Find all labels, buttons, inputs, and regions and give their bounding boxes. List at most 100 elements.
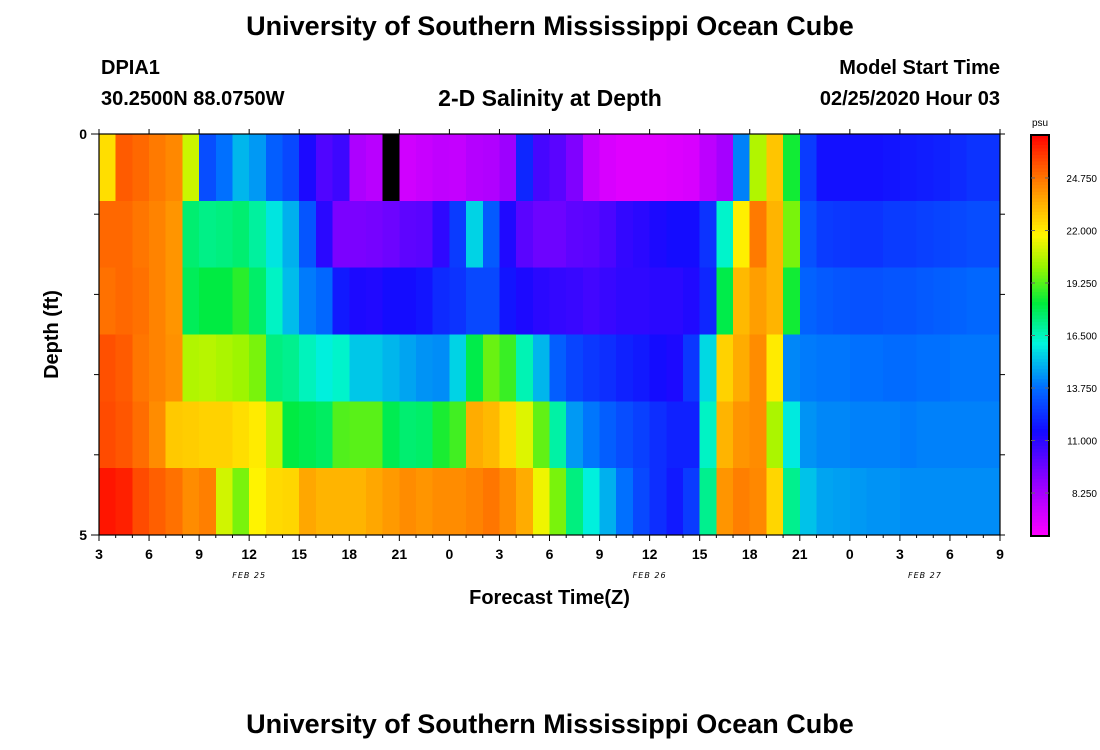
heatmap-cell	[215, 401, 234, 469]
colorbar-segment	[1031, 465, 1049, 470]
heatmap-cell	[449, 401, 467, 469]
heatmap-cell	[666, 401, 684, 469]
heatmap-cell	[682, 334, 701, 402]
colorbar-segment	[1031, 268, 1049, 273]
heatmap-cell	[632, 334, 651, 402]
heatmap-cell	[365, 468, 384, 536]
heatmap-cell	[265, 200, 284, 269]
colorbar-segment	[1031, 378, 1049, 383]
heatmap-cell	[165, 401, 184, 469]
heatmap-cell	[399, 468, 417, 536]
colorbar-segment	[1031, 275, 1049, 280]
heatmap-cell	[449, 468, 467, 536]
heatmap-cell	[299, 134, 317, 202]
heatmap-cell	[866, 134, 884, 202]
heatmap-cell	[966, 334, 984, 402]
heatmap-cell	[149, 267, 167, 336]
colorbar-segment	[1031, 318, 1049, 323]
heatmap-cell	[816, 267, 834, 336]
colorbar-segment	[1031, 422, 1049, 427]
heatmap-cell	[182, 468, 200, 536]
colorbar-segment	[1031, 365, 1049, 370]
heatmap-cell	[599, 468, 617, 536]
x-tick-label: 21	[792, 546, 808, 562]
heatmap-cell	[365, 401, 384, 469]
heatmap-cell	[466, 468, 484, 536]
colorbar-segment	[1031, 248, 1049, 253]
heatmap-cell	[566, 134, 584, 202]
heatmap-cell	[315, 267, 334, 336]
colorbar-segment	[1031, 205, 1049, 210]
heatmap-cell	[649, 134, 667, 202]
heatmap-cell	[582, 200, 601, 269]
heatmap-cell	[199, 134, 217, 202]
heatmap-cell	[332, 267, 350, 336]
chart-title-bottom: University of Southern Mississippi Ocean…	[246, 709, 854, 739]
heatmap-cell	[149, 401, 167, 469]
heatmap-cell	[566, 334, 584, 402]
heatmap-cell	[232, 200, 250, 269]
heatmap-cell	[199, 334, 217, 402]
heatmap-cell	[599, 134, 617, 202]
heatmap-cell	[249, 134, 267, 202]
heatmap-cell	[249, 401, 267, 469]
heatmap-cell	[349, 200, 367, 269]
colorbar-segment	[1031, 342, 1049, 347]
heatmap-cell	[382, 401, 400, 469]
heatmap-cell	[632, 468, 651, 536]
heatmap-cell	[332, 334, 350, 402]
heatmap-cell	[165, 134, 184, 202]
heatmap-cell	[249, 334, 267, 402]
colorbar-segment	[1031, 151, 1049, 156]
colorbar-segment	[1031, 178, 1049, 183]
heatmap-cell	[916, 334, 934, 402]
colorbar-segment	[1031, 215, 1049, 220]
colorbar: 24.750 22.000 19.250 16.500 13.750 11.000 8.25…	[1030, 134, 1097, 537]
heatmap-cell	[132, 334, 150, 402]
heatmap-cell	[833, 401, 851, 469]
heatmap-cell	[833, 468, 851, 536]
heatmap-cell	[532, 200, 551, 269]
heatmap-cell	[399, 334, 417, 402]
colorbar-segment	[1031, 285, 1049, 290]
heatmap-cell	[666, 334, 684, 402]
heatmap-cell	[249, 267, 267, 336]
colorbar-segment	[1031, 385, 1049, 390]
colorbar-segment	[1031, 302, 1049, 307]
colorbar-segment	[1031, 231, 1049, 236]
heatmap-cell	[766, 200, 784, 269]
heatmap-cell	[182, 134, 200, 202]
heatmap-cell	[482, 267, 501, 336]
heatmap-cell	[916, 401, 934, 469]
heatmap-cell	[215, 200, 234, 269]
heatmap-cell	[649, 200, 667, 269]
colorbar-segment	[1031, 171, 1049, 176]
heatmap-cell	[115, 334, 133, 402]
colorbar-segment	[1031, 168, 1049, 173]
heatmap-cell	[416, 401, 434, 469]
heatmap-cell	[632, 401, 651, 469]
colorbar-segment	[1031, 499, 1049, 504]
heatmap-cell	[699, 134, 717, 202]
heatmap-cell	[432, 334, 450, 402]
heatmap-cell	[666, 200, 684, 269]
colorbar-segment	[1031, 352, 1049, 357]
heatmap-cell	[783, 134, 801, 202]
heatmap-cell	[315, 468, 334, 536]
heatmap-cell	[849, 334, 868, 402]
x-tick-label: 3	[896, 546, 904, 562]
colorbar-segment	[1031, 198, 1049, 203]
heatmap-cell	[115, 267, 133, 336]
colorbar-segment	[1031, 181, 1049, 186]
heatmap-cell	[99, 334, 117, 402]
heatmap-cell	[799, 134, 818, 202]
x-tick-label: 12	[241, 546, 257, 562]
heatmap-cell	[799, 468, 818, 536]
heatmap-cell	[516, 134, 534, 202]
heatmap-cell	[933, 134, 951, 202]
heatmap-cell	[749, 134, 768, 202]
heatmap-cell	[616, 267, 634, 336]
heatmap-cell	[733, 468, 751, 536]
heatmap-cell	[899, 401, 918, 469]
colorbar-segment	[1031, 412, 1049, 417]
